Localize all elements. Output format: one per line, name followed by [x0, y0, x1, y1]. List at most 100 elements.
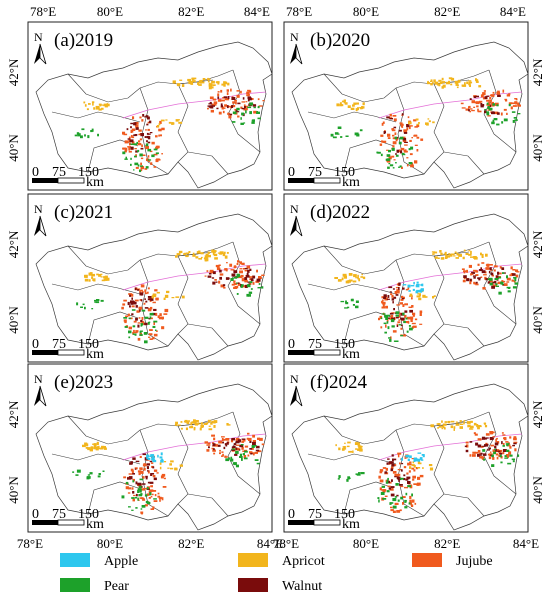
- north-arrow-icon: [34, 215, 47, 237]
- scale-unit: km: [342, 517, 360, 532]
- orchard-distribution: [76, 249, 265, 344]
- scale-tick-label: 75: [308, 507, 322, 522]
- north-arrow-icon: [290, 43, 303, 65]
- scale-tick-label: 150: [334, 507, 355, 522]
- scale-unit: km: [86, 175, 104, 190]
- x-tick-label: 84°E: [500, 4, 526, 19]
- legend-swatch: [412, 553, 442, 567]
- north-arrow-icon: [34, 43, 47, 65]
- panel-label: (c)2021: [54, 202, 113, 223]
- x-tick-label: 84°E: [257, 536, 283, 551]
- orchard-distribution: [335, 420, 520, 513]
- orchard-distribution: [74, 77, 265, 173]
- scale-unit: km: [86, 517, 104, 532]
- y-tick-label: 40°N: [6, 476, 21, 504]
- legend: Apple Apricot Jujube Pear Walnut: [60, 553, 493, 594]
- scale-unit: km: [86, 347, 104, 362]
- panel-label: (f)2024: [310, 372, 367, 393]
- north-label: N: [290, 202, 299, 216]
- orchard-distribution: [330, 77, 521, 169]
- north-label: N: [34, 372, 43, 386]
- scale-tick-label: 150: [78, 507, 99, 522]
- north-arrow-icon: [34, 385, 47, 407]
- legend-item-apple: Apple: [60, 553, 138, 569]
- legend-item-jujube: Jujube: [412, 553, 493, 569]
- north-label: N: [290, 30, 299, 44]
- legend-label: Walnut: [282, 579, 322, 594]
- panel-label: (a)2019: [54, 30, 113, 51]
- scale-tick-label: 75: [52, 165, 66, 180]
- scale-tick-label: 150: [78, 337, 99, 352]
- x-tick-label: 80°E: [97, 536, 123, 551]
- y-tick-label: 42°N: [530, 230, 545, 258]
- x-tick-label: 84°E: [513, 536, 539, 551]
- legend-swatch: [238, 553, 268, 567]
- north-label: N: [34, 30, 43, 44]
- x-tick-label: 82°E: [434, 536, 460, 551]
- x-tick-label: 80°E: [353, 4, 379, 19]
- north-arrow-icon: [290, 215, 303, 237]
- x-tick-label: 80°E: [97, 4, 123, 19]
- scale-tick-label: 150: [78, 165, 99, 180]
- y-tick-label: 40°N: [6, 306, 21, 334]
- x-tick-label: 82°E: [434, 4, 460, 19]
- y-tick-label: 42°N: [530, 58, 545, 86]
- y-tick-label: 42°N: [6, 58, 21, 86]
- legend-swatch: [238, 578, 268, 592]
- orchard-distribution: [334, 249, 520, 342]
- x-tick-label: 82°E: [178, 536, 204, 551]
- legend-swatch: [60, 578, 90, 592]
- x-tick-label: 78°E: [17, 536, 43, 551]
- scale-tick-label: 0: [32, 337, 39, 352]
- x-tick-label: 80°E: [353, 536, 379, 551]
- x-tick-label: 84°E: [244, 4, 270, 19]
- north-label: N: [34, 202, 43, 216]
- panel-label: (d)2022: [310, 202, 370, 223]
- y-tick-label: 40°N: [6, 134, 21, 162]
- x-tick-label: 78°E: [30, 4, 56, 19]
- scale-tick-label: 75: [308, 337, 322, 352]
- legend-label: Pear: [104, 579, 129, 594]
- y-tick-label: 42°N: [6, 230, 21, 258]
- legend-item-walnut: Walnut: [238, 578, 322, 594]
- legend-label: Apricot: [282, 554, 325, 569]
- panel-label: (e)2023: [54, 372, 113, 393]
- y-tick-label: 40°N: [530, 134, 545, 162]
- x-tick-label: 82°E: [178, 4, 204, 19]
- scale-tick-label: 150: [334, 165, 355, 180]
- legend-label: Apple: [104, 554, 138, 569]
- scale-tick-label: 75: [52, 507, 66, 522]
- panel-label: (b)2020: [310, 30, 370, 51]
- scale-tick-label: 0: [32, 507, 39, 522]
- scale-unit: km: [342, 175, 360, 190]
- scale-tick-label: 75: [308, 165, 322, 180]
- legend-item-apricot: Apricot: [238, 553, 325, 569]
- scale-tick-label: 150: [334, 337, 355, 352]
- y-tick-label: 40°N: [530, 306, 545, 334]
- scale-tick-label: 0: [288, 507, 295, 522]
- legend-item-pear: Pear: [60, 578, 129, 594]
- y-tick-label: 42°N: [530, 400, 545, 428]
- scale-tick-label: 0: [32, 165, 39, 180]
- north-arrow-icon: [290, 385, 303, 407]
- scale-tick-label: 0: [288, 165, 295, 180]
- x-tick-label: 78°E: [286, 4, 312, 19]
- orchard-distribution: [72, 419, 265, 515]
- y-tick-label: 40°N: [530, 476, 545, 504]
- x-tick-label: 78°E: [273, 536, 299, 551]
- north-label: N: [290, 372, 299, 386]
- scale-tick-label: 0: [288, 337, 295, 352]
- legend-swatch: [60, 553, 90, 567]
- scale-unit: km: [342, 347, 360, 362]
